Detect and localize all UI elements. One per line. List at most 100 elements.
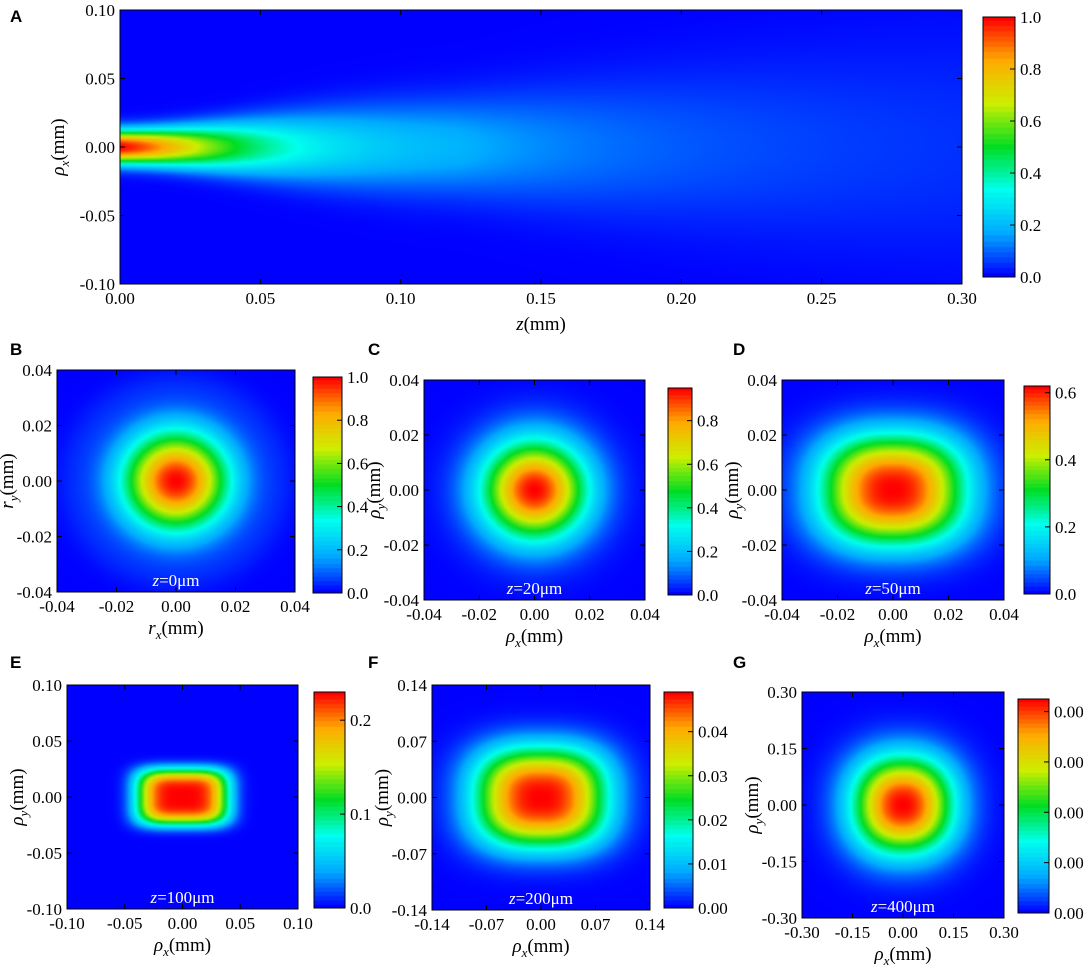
colorbar: 0.0 0.2 0.4 0.6 0.8 1.0 bbox=[312, 368, 369, 603]
y-tick-label: 0.00 bbox=[85, 138, 115, 157]
x-label-subscript: x bbox=[155, 627, 162, 642]
colorbar-frame bbox=[667, 387, 693, 596]
colorbar-frame bbox=[312, 376, 343, 594]
x-tick-label: 0.00 bbox=[161, 597, 191, 616]
x-label-unit: (mm) bbox=[879, 626, 921, 647]
x-tick-label: 0.00 bbox=[105, 289, 135, 308]
colorbar-tick-label: 0.6 bbox=[347, 454, 368, 473]
x-tick-label: 0.02 bbox=[934, 605, 964, 624]
y-tick-label: -0.04 bbox=[17, 583, 53, 602]
y-label-subscript: y bbox=[751, 818, 766, 826]
y-label-subscript: y bbox=[381, 811, 396, 819]
colorbar-gradient bbox=[983, 17, 1015, 277]
x-tick-label: 0.02 bbox=[575, 605, 605, 624]
y-label-variable: ρ bbox=[722, 509, 743, 519]
annotation-variable: z bbox=[506, 579, 514, 598]
x-tick-label: -0.10 bbox=[49, 914, 84, 933]
panel-letter: F bbox=[368, 653, 378, 672]
colorbar-tick-label: 0.00 bbox=[698, 899, 728, 918]
annotation-variable: z bbox=[508, 889, 516, 908]
y-label-variable: ρ bbox=[372, 817, 393, 827]
y-tick-label: 0.05 bbox=[85, 70, 115, 89]
z-position-annotation: z=100μm bbox=[149, 888, 214, 907]
x-label-subscript: x bbox=[521, 945, 528, 960]
colorbar-tick-label: 0.01 bbox=[698, 855, 728, 874]
y-label-unit: (mm) bbox=[7, 768, 28, 810]
y-tick-label: 0.30 bbox=[767, 683, 797, 702]
y-label-unit: (mm) bbox=[48, 118, 69, 160]
y-label-variable: r bbox=[0, 501, 18, 509]
x-label-subscript: x bbox=[162, 944, 169, 959]
colorbar-tick-label: 0.0 bbox=[350, 899, 371, 918]
heatmap-field bbox=[120, 10, 962, 284]
x-axis-label: ρx(mm) bbox=[511, 936, 569, 960]
x-label-variable: ρ bbox=[863, 626, 873, 647]
y-tick-label: 0.00 bbox=[32, 788, 62, 807]
panel-d: D -0.04 -0.02 0.00 0.02 0.04 -0.04 -0.02 0.00 0.0… bbox=[722, 340, 1077, 650]
x-tick-label: 0.04 bbox=[630, 605, 660, 624]
y-tick-label: 0.07 bbox=[397, 732, 427, 751]
x-tick-label: 0.30 bbox=[947, 289, 977, 308]
panel-letter: C bbox=[368, 340, 380, 359]
colorbar: 0.0 0.2 0.4 0.6 bbox=[1023, 384, 1077, 604]
colorbar-tick-label: 0.6 bbox=[1020, 112, 1041, 131]
y-tick-label: 0.10 bbox=[32, 676, 62, 695]
x-tick-label: 0.04 bbox=[989, 605, 1019, 624]
colorbar-tick-label: 0.004 bbox=[1054, 803, 1084, 822]
annotation-variable: z bbox=[151, 571, 159, 590]
colorbar-tick-label: 0.2 bbox=[1020, 216, 1041, 235]
colorbar-tick-label: 0.4 bbox=[1055, 451, 1077, 470]
colorbar-tick-label: 0.02 bbox=[698, 811, 728, 830]
colorbar-tick-label: 0.03 bbox=[698, 767, 728, 786]
panel-f: F-0.14 -0.07 0.00 0.07 0.14-0.14-0.070.000.0… bbox=[368, 653, 728, 960]
panel-letter: D bbox=[733, 340, 745, 359]
y-tick-label: -0.02 bbox=[384, 536, 419, 555]
x-tick-label: 0.14 bbox=[635, 915, 665, 934]
panel-c: C -0.04 -0.02 0.00 0.02 0.04 -0.04 -0.02 0.00 0.0… bbox=[364, 340, 719, 650]
y-tick-label: 0.02 bbox=[747, 426, 777, 445]
colorbar-tick-label: 0.2 bbox=[1055, 518, 1076, 537]
x-label-variable: ρ bbox=[153, 935, 163, 956]
colorbar-tick-label: 0.0 bbox=[347, 584, 368, 603]
annotation-value: =100μm bbox=[157, 888, 214, 907]
x-tick-label: -0.02 bbox=[462, 605, 497, 624]
colorbar: 0.0 0.2 0.4 0.6 0.8 1.0 bbox=[982, 8, 1042, 287]
colorbar-frame bbox=[313, 691, 346, 909]
x-tick-label: 0.00 bbox=[878, 605, 908, 624]
colorbar-tick-label: 0.4 bbox=[697, 499, 719, 518]
y-label-subscript: y bbox=[373, 503, 388, 511]
x-label-variable: ρ bbox=[873, 944, 883, 965]
colorbar: 0.00 0.01 0.02 0.03 0.04 bbox=[663, 691, 728, 918]
y-tick-label: -0.14 bbox=[392, 901, 428, 920]
y-tick-label: 0.04 bbox=[22, 361, 52, 380]
colorbar-tick-label: 0.2 bbox=[347, 541, 368, 560]
colorbar-gradient bbox=[1018, 699, 1049, 913]
y-tick-label: -0.02 bbox=[17, 528, 52, 547]
panel-letter: B bbox=[10, 340, 22, 359]
x-tick-label: -0.04 bbox=[764, 605, 800, 624]
colorbar-tick-label: 0.6 bbox=[697, 455, 718, 474]
x-tick-label: 0.00 bbox=[526, 915, 556, 934]
y-tick-label: 0.00 bbox=[389, 481, 419, 500]
annotation-variable: z bbox=[864, 579, 872, 598]
x-tick-label: -0.04 bbox=[406, 605, 442, 624]
annotation-value: =200μm bbox=[516, 889, 573, 908]
panel-letter: A bbox=[10, 7, 22, 26]
colorbar-frame bbox=[663, 691, 694, 909]
y-tick-label: -0.05 bbox=[27, 844, 62, 863]
y-label-subscript: y bbox=[731, 503, 746, 511]
x-tick-label: 0.15 bbox=[526, 289, 556, 308]
x-tick-label: 0.00 bbox=[168, 914, 198, 933]
panel-g: G -0.30 -0.15 0.00 0.15 0.30 -0.30 -0.15 0.00 0.1… bbox=[733, 653, 1084, 967]
y-label-variable: ρ bbox=[364, 509, 385, 519]
y-tick-label: 0.04 bbox=[747, 371, 777, 390]
x-tick-label: -0.07 bbox=[469, 915, 505, 934]
heatmap-field bbox=[432, 685, 650, 910]
annotation-value: =50μm bbox=[872, 579, 921, 598]
y-label-variable: ρ bbox=[742, 824, 763, 834]
y-axis-label: ρy(mm) bbox=[7, 768, 31, 826]
x-tick-label: -0.04 bbox=[39, 597, 75, 616]
y-tick-label: 0.02 bbox=[22, 417, 52, 436]
x-label-variable: ρ bbox=[505, 626, 515, 647]
